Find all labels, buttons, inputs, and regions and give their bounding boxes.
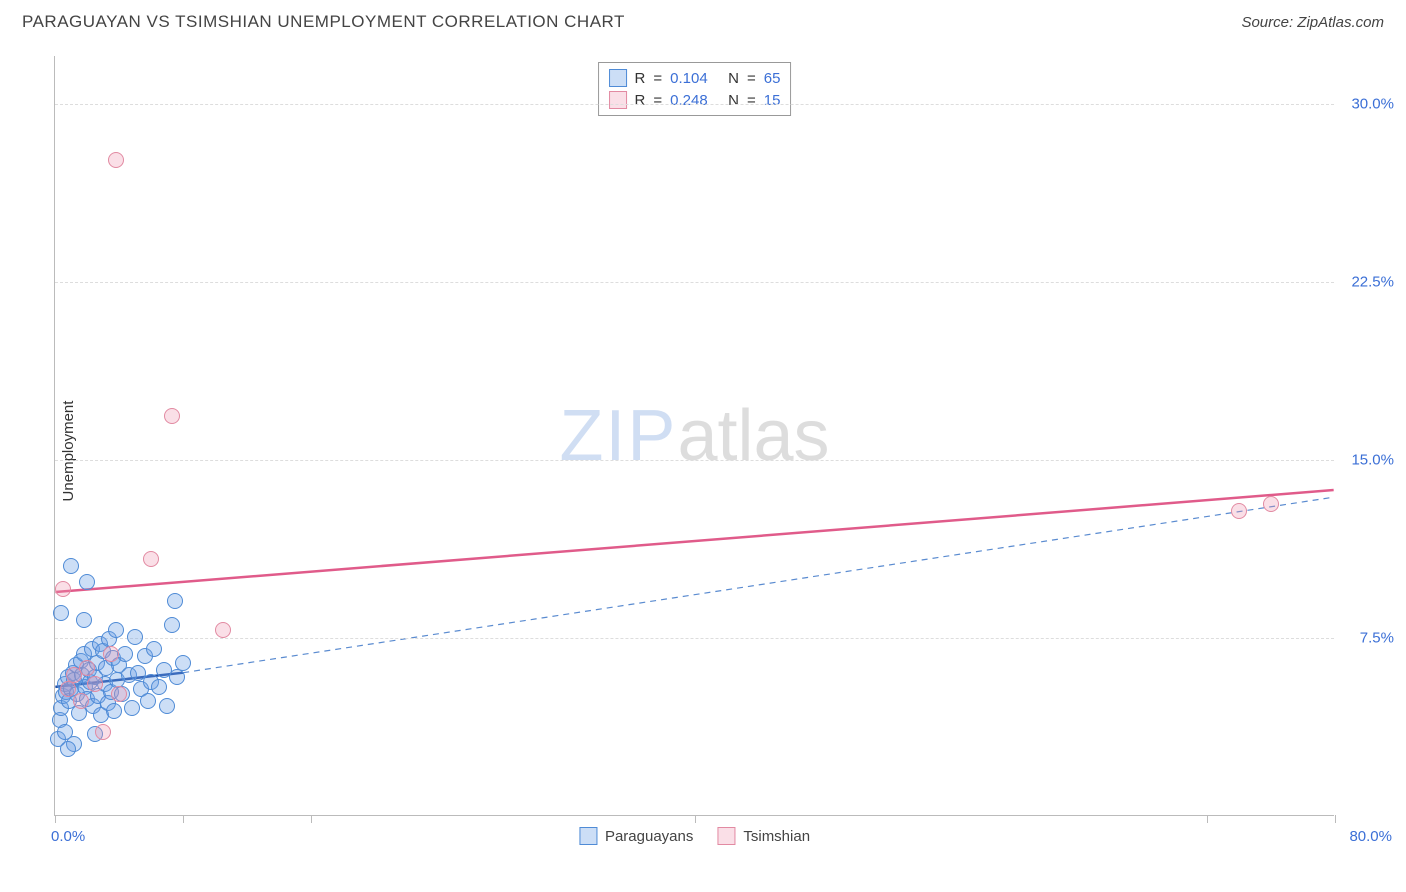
data-point [175, 655, 191, 671]
legend-row-tsimshian: R = 0.248 N = 15 [609, 89, 781, 111]
data-point [164, 408, 180, 424]
y-tick-label: 30.0% [1351, 95, 1394, 112]
data-point [60, 681, 76, 697]
x-tick [1335, 815, 1336, 823]
legend-item-tsimshian: Tsimshian [717, 827, 810, 845]
data-point [146, 641, 162, 657]
legend-correlation: R = 0.104 N = 65 R = 0.248 N = 15 [598, 62, 792, 116]
x-tick [1207, 815, 1208, 823]
gridline [55, 638, 1334, 639]
data-point [79, 574, 95, 590]
x-tick [311, 815, 312, 823]
y-tick-label: 7.5% [1360, 629, 1394, 646]
data-point [87, 676, 103, 692]
data-point [159, 698, 175, 714]
chart-container: Unemployment ZIPatlas R = 0.104 N = 65 R… [48, 56, 1388, 846]
data-point [63, 558, 79, 574]
swatch-tsimshian [609, 91, 627, 109]
data-point [167, 593, 183, 609]
data-point [76, 612, 92, 628]
data-point [106, 703, 122, 719]
data-point [1231, 503, 1247, 519]
data-point [117, 646, 133, 662]
gridline [55, 460, 1334, 461]
data-point [73, 693, 89, 709]
data-point [127, 629, 143, 645]
data-point [111, 686, 127, 702]
data-point [164, 617, 180, 633]
watermark: ZIPatlas [559, 395, 829, 477]
trend-lines [55, 56, 1334, 815]
data-point [60, 741, 76, 757]
data-point [169, 669, 185, 685]
data-point [53, 605, 69, 621]
source-label: Source: ZipAtlas.com [1241, 14, 1384, 31]
x-tick [183, 815, 184, 823]
data-point [151, 679, 167, 695]
swatch-paraguayans [609, 69, 627, 87]
data-point [103, 646, 119, 662]
data-point [140, 693, 156, 709]
data-point [55, 581, 71, 597]
data-point [143, 551, 159, 567]
legend-item-paraguayans: Paraguayans [579, 827, 693, 845]
legend-row-paraguayans: R = 0.104 N = 65 [609, 67, 781, 89]
gridline [55, 282, 1334, 283]
data-point [1263, 496, 1279, 512]
data-point [108, 152, 124, 168]
data-point [215, 622, 231, 638]
page-title: PARAGUAYAN VS TSIMSHIAN UNEMPLOYMENT COR… [22, 12, 625, 32]
x-axis-min-label: 0.0% [51, 828, 85, 845]
y-tick-label: 15.0% [1351, 451, 1394, 468]
x-axis-max-label: 80.0% [1349, 828, 1392, 845]
x-tick [55, 815, 56, 823]
data-point [79, 660, 95, 676]
gridline [55, 104, 1334, 105]
x-tick [695, 815, 696, 823]
data-point [95, 724, 111, 740]
data-point [124, 700, 140, 716]
legend-series: Paraguayans Tsimshian [579, 827, 810, 845]
data-point [108, 622, 124, 638]
scatter-plot: ZIPatlas R = 0.104 N = 65 R = 0.248 N = … [54, 56, 1334, 816]
y-tick-label: 22.5% [1351, 273, 1394, 290]
